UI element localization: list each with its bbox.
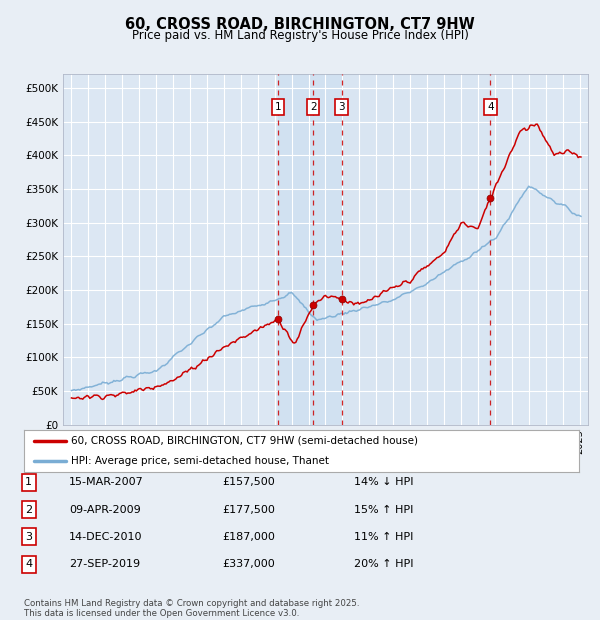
Text: 60, CROSS ROAD, BIRCHINGTON, CT7 9HW: 60, CROSS ROAD, BIRCHINGTON, CT7 9HW (125, 17, 475, 32)
Text: Price paid vs. HM Land Registry's House Price Index (HPI): Price paid vs. HM Land Registry's House … (131, 30, 469, 42)
Bar (341, 74, 490, 425)
Text: 1: 1 (275, 102, 281, 112)
Text: 2: 2 (310, 102, 316, 112)
Text: £177,500: £177,500 (222, 505, 275, 515)
Text: 1: 1 (25, 477, 32, 487)
Text: £337,000: £337,000 (222, 559, 275, 569)
Text: This data is licensed under the Open Government Licence v3.0.: This data is licensed under the Open Gov… (24, 609, 299, 618)
Text: £187,000: £187,000 (222, 532, 275, 542)
Text: Contains HM Land Registry data © Crown copyright and database right 2025.: Contains HM Land Registry data © Crown c… (24, 600, 359, 608)
Text: 11% ↑ HPI: 11% ↑ HPI (354, 532, 413, 542)
Text: 3: 3 (25, 532, 32, 542)
Text: 2: 2 (25, 505, 32, 515)
Text: 60, CROSS ROAD, BIRCHINGTON, CT7 9HW (semi-detached house): 60, CROSS ROAD, BIRCHINGTON, CT7 9HW (se… (71, 436, 418, 446)
Text: 15% ↑ HPI: 15% ↑ HPI (354, 505, 413, 515)
Text: 27-SEP-2019: 27-SEP-2019 (69, 559, 140, 569)
Text: 09-APR-2009: 09-APR-2009 (69, 505, 141, 515)
Text: 20% ↑ HPI: 20% ↑ HPI (354, 559, 413, 569)
Text: 14-DEC-2010: 14-DEC-2010 (69, 532, 143, 542)
Text: 4: 4 (487, 102, 494, 112)
Text: HPI: Average price, semi-detached house, Thanet: HPI: Average price, semi-detached house,… (71, 456, 329, 466)
Bar (278, 74, 341, 425)
Text: £157,500: £157,500 (222, 477, 275, 487)
Text: 3: 3 (338, 102, 345, 112)
Text: 14% ↓ HPI: 14% ↓ HPI (354, 477, 413, 487)
Text: 4: 4 (25, 559, 32, 569)
Text: 15-MAR-2007: 15-MAR-2007 (69, 477, 144, 487)
